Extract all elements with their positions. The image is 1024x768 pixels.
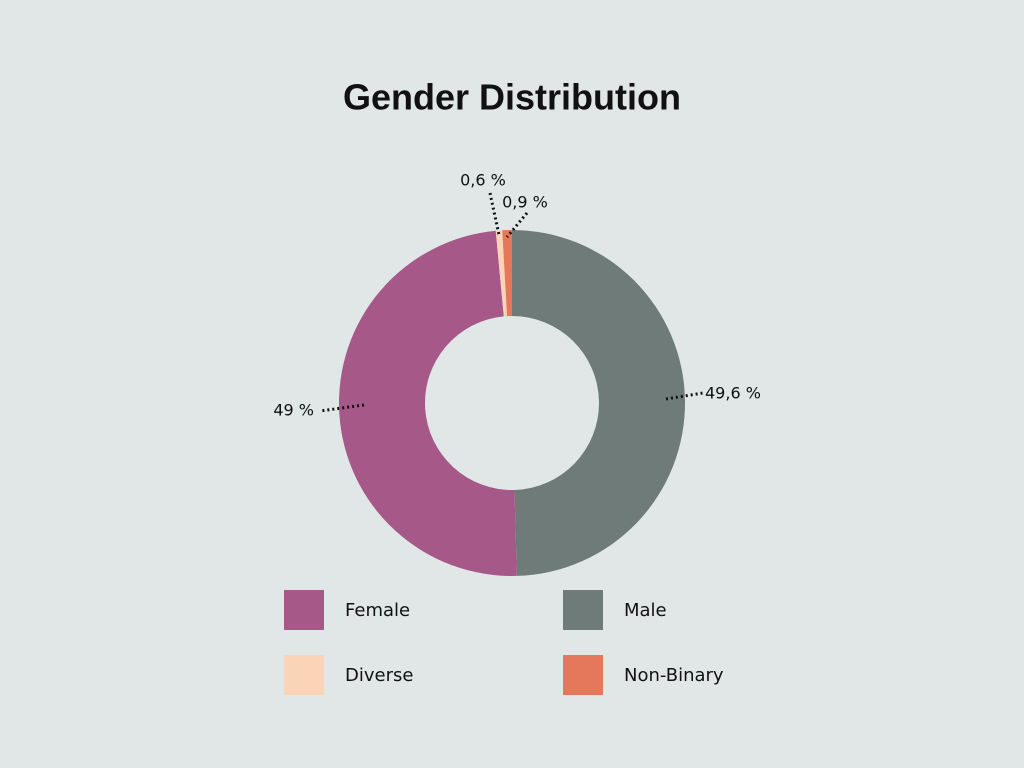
data-label: 0,9 % — [502, 193, 548, 212]
legend-swatch — [563, 590, 603, 630]
legend-swatch — [284, 590, 324, 630]
leader-line — [665, 391, 704, 401]
legend-swatch — [563, 655, 603, 695]
data-label: 0,6 % — [460, 171, 506, 190]
legend-label: Non-Binary — [624, 665, 724, 686]
leader-line — [488, 192, 501, 236]
leader-line — [505, 212, 529, 238]
donut-slice — [512, 230, 685, 576]
legend-label: Diverse — [345, 665, 413, 686]
data-label: 49,6 % — [705, 384, 761, 403]
donut-slice — [502, 230, 512, 317]
legend-swatch — [284, 655, 324, 695]
legend-label: Male — [624, 600, 667, 621]
chart-title: Gender Distribution — [343, 77, 681, 118]
donut-slice — [495, 230, 508, 317]
legend-label: Female — [345, 600, 410, 621]
donut-slice — [339, 230, 517, 577]
data-label: 49 % — [273, 401, 314, 420]
